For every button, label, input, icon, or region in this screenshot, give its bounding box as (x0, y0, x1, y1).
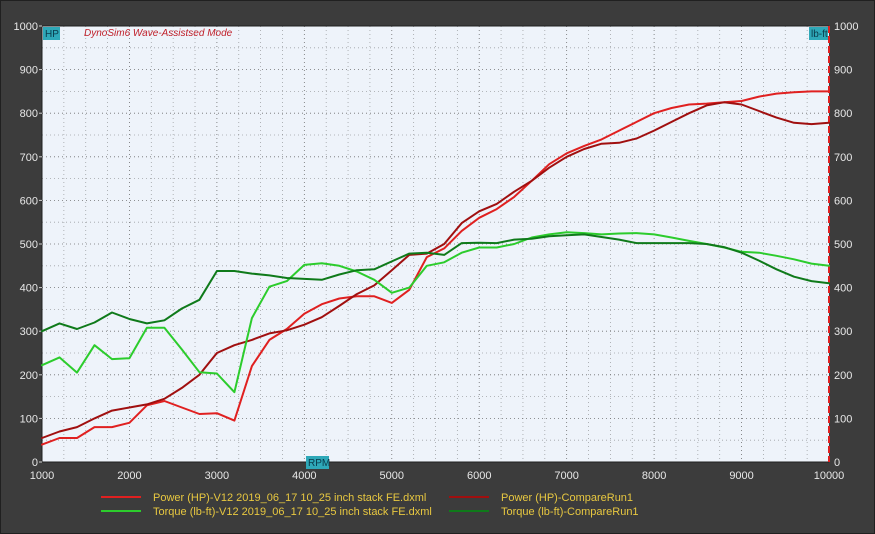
y-tick-label-left: 0 (32, 457, 38, 469)
legend-label-2: Power (HP)-CompareRun1 (501, 492, 633, 504)
y-tick-label-left: 800 (20, 108, 38, 120)
chart-title: DynoSim6 Wave-Assistsed Mode (84, 28, 233, 39)
x-tick-label: 4000 (292, 470, 316, 482)
y-tick-label-right: 700 (834, 152, 852, 164)
series-line-2 (41, 101, 830, 439)
left-unit-label: HP (45, 29, 59, 40)
right-unit-label: lb-ft (811, 29, 828, 40)
x-tick-label: 1000 (30, 470, 54, 482)
y-tick-label-right: 800 (834, 108, 852, 120)
series-lines (41, 90, 830, 446)
y-tick-label-left: 500 (20, 239, 38, 251)
y-tick-label-right: 200 (834, 370, 852, 382)
y-tick-label-left: 100 (20, 413, 38, 425)
y-tick-label-left: 400 (20, 283, 38, 295)
x-tick-label: 3000 (205, 470, 229, 482)
y-tick-label-left: 300 (20, 326, 38, 338)
x-label-box (306, 456, 329, 469)
series-line-1 (41, 90, 830, 446)
series-line-4 (41, 233, 830, 333)
y-tick-label-right: 100 (834, 413, 852, 425)
y-tick-label-left: 600 (20, 195, 38, 207)
y-tick-label-right: 500 (834, 239, 852, 251)
left-unit-badge: HP (43, 27, 60, 40)
y-tick-label-left: 700 (20, 152, 38, 164)
y-tick-label-right: 400 (834, 283, 852, 295)
x-tick-label: 5000 (380, 470, 404, 482)
left-unit-box (43, 27, 60, 40)
legend: Power (HP)-V12 2019_06_17 10_25 inch sta… (101, 492, 639, 518)
x-tick-label: 6000 (467, 470, 491, 482)
x-axis-label: RPM (308, 458, 330, 469)
x-tick-label: 7000 (554, 470, 578, 482)
x-tick-label: 9000 (729, 470, 753, 482)
y-tick-label-right: 900 (834, 65, 852, 77)
y-tick-label-right: 300 (834, 326, 852, 338)
legend-label-4: Torque (lb-ft)-CompareRun1 (501, 506, 639, 518)
x-tick-label: 10000 (814, 470, 845, 482)
legend-label-1: Power (HP)-V12 2019_06_17 10_25 inch sta… (153, 492, 426, 504)
y-tick-label-left: 200 (20, 370, 38, 382)
grid (42, 26, 829, 462)
x-tick-label: 8000 (642, 470, 666, 482)
y-tick-label-left: 900 (20, 65, 38, 77)
axes: 0 0 100 100 200 200 300 300 400 400 500 500 600 600 70… (14, 21, 859, 482)
x-label-badge: RPM (306, 456, 330, 469)
y-tick-label-right: 1000 (834, 21, 858, 33)
x-tick-label: 2000 (117, 470, 141, 482)
legend-label-3: Torque (lb-ft)-V12 2019_06_17 10_25 inch… (153, 506, 432, 518)
y-tick-label-left: 1000 (14, 21, 38, 33)
y-tick-label-right: 600 (834, 195, 852, 207)
right-unit-badge: lb-ft (809, 27, 828, 40)
right-unit-box (809, 27, 828, 40)
series-line-3 (41, 231, 830, 394)
y-tick-label-right: 0 (834, 457, 840, 469)
